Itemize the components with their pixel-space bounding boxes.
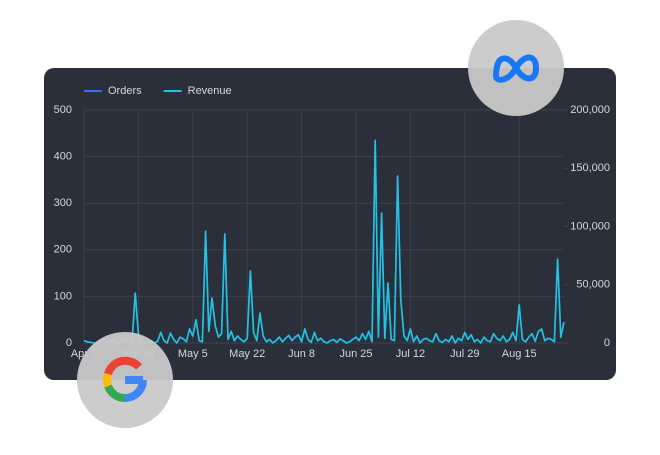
x-tick-label: Jul 29 (450, 348, 479, 360)
y2-tick-label: 150,000 (570, 162, 610, 174)
y-tick-label: 300 (54, 197, 72, 209)
x-tick-label: May 5 (178, 348, 208, 360)
legend-label: Revenue (188, 85, 232, 97)
x-tick-label: Jul 12 (396, 348, 425, 360)
y2-tick-label: 0 (604, 337, 610, 349)
y-tick-label: 100 (54, 290, 72, 302)
y2-tick-label: 200,000 (570, 104, 610, 116)
legend-label: Orders (108, 85, 142, 97)
google-icon (77, 332, 173, 428)
x-tick-label: Jun 8 (288, 348, 315, 360)
series-line (83, 139, 565, 344)
y-tick-label: 500 (54, 104, 72, 116)
x-tick-label: Aug 15 (502, 348, 537, 360)
x-tick-label: May 22 (229, 348, 265, 360)
meta-icon (468, 20, 564, 116)
card (44, 68, 616, 380)
y2-tick-label: 100,000 (570, 220, 610, 232)
y2-tick-label: 50,000 (576, 279, 610, 291)
y-tick-label: 0 (66, 337, 72, 349)
y-tick-label: 200 (54, 244, 72, 256)
x-tick-label: Jun 25 (339, 348, 372, 360)
y-tick-label: 400 (54, 151, 72, 163)
